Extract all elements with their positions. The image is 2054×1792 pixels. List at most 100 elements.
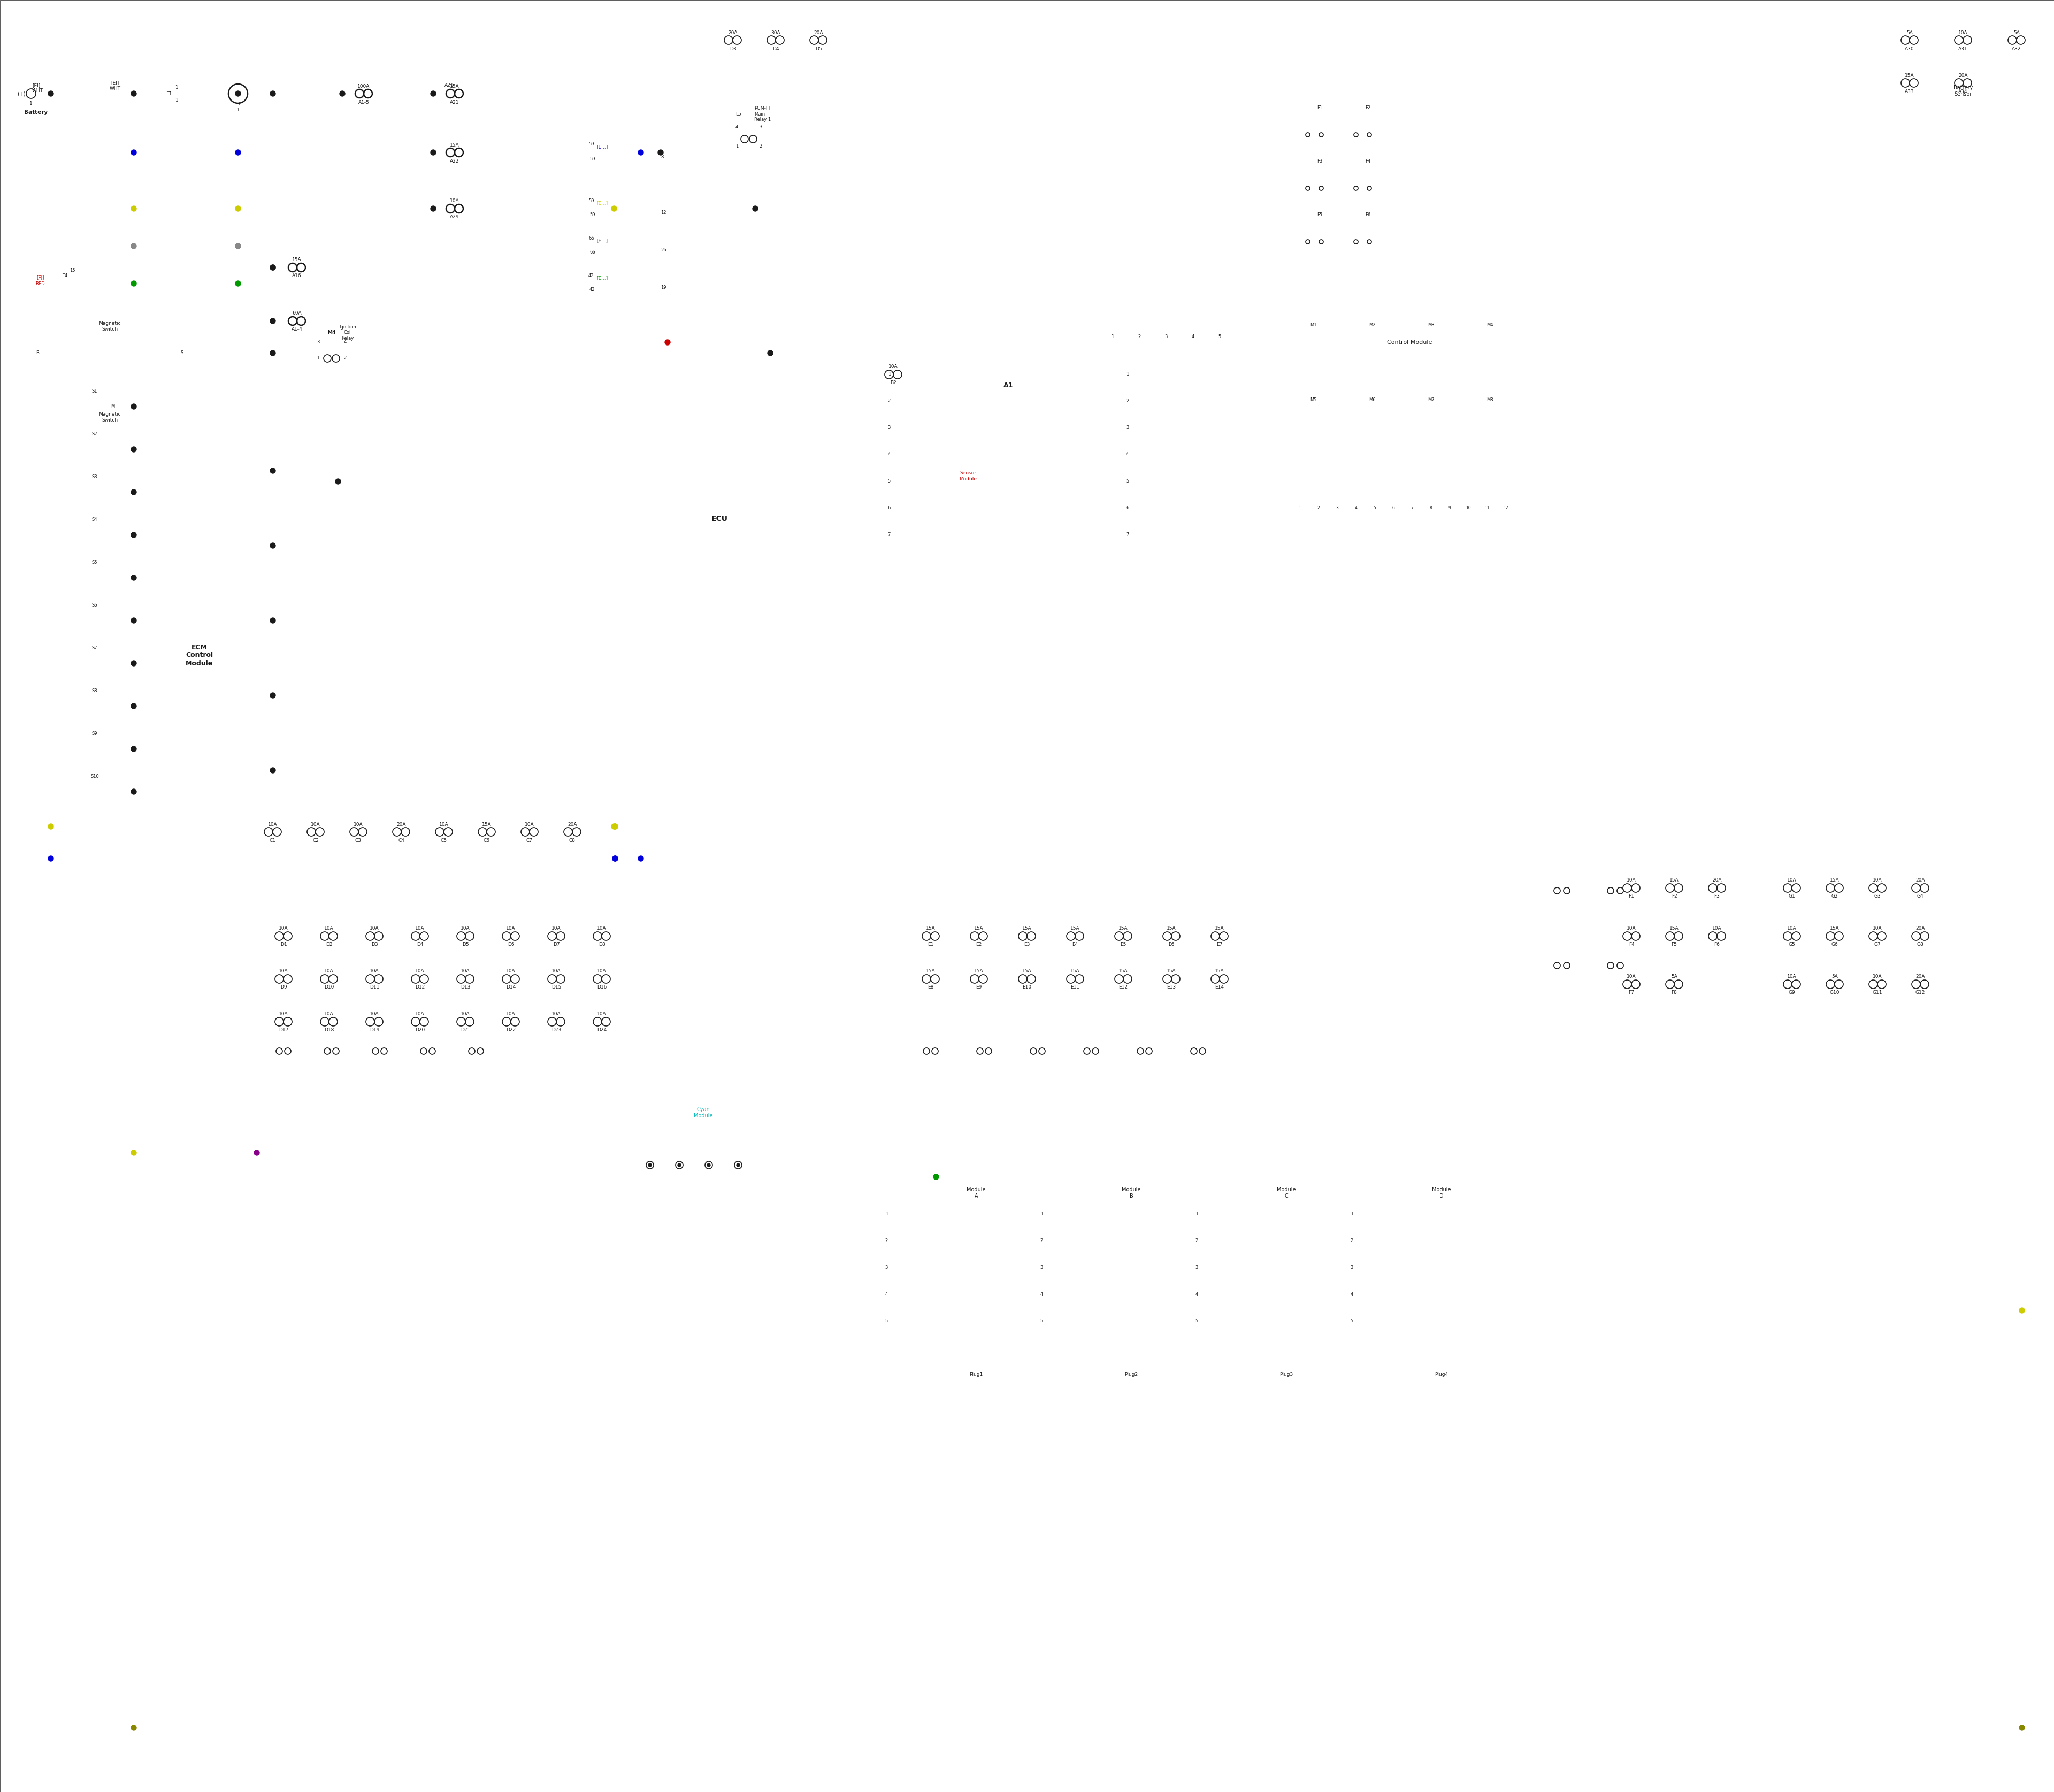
Text: 15A: 15A	[1070, 969, 1080, 973]
Text: WHT: WHT	[33, 88, 43, 93]
Text: F7: F7	[1629, 991, 1635, 995]
Text: 10A: 10A	[460, 1012, 470, 1016]
Bar	[138, 788, 146, 794]
Text: E11: E11	[1070, 986, 1080, 989]
Text: A32: A32	[2011, 47, 2021, 52]
Text: 3: 3	[887, 425, 891, 430]
Text: C8: C8	[569, 839, 575, 842]
Bar	[1446, 496, 1454, 502]
Text: M3: M3	[1428, 323, 1434, 328]
Text: A33: A33	[1904, 90, 1914, 93]
Text: D8: D8	[598, 943, 606, 948]
Text: 1: 1	[316, 357, 320, 360]
Bar	[581, 206, 589, 211]
Bar	[1290, 332, 1530, 482]
Text: 20A: 20A	[396, 823, 407, 826]
Text: 12: 12	[661, 210, 665, 215]
Text: D14: D14	[505, 986, 516, 989]
Text: 10A: 10A	[279, 1012, 288, 1016]
Text: 1: 1	[1111, 335, 1113, 339]
Bar	[74, 654, 115, 674]
Bar	[74, 525, 115, 545]
Text: 10: 10	[1467, 505, 1471, 511]
Text: D19: D19	[370, 1029, 380, 1032]
Circle shape	[612, 824, 618, 830]
Text: 15A: 15A	[974, 969, 984, 973]
Text: 7: 7	[1126, 532, 1130, 538]
Text: 5A: 5A	[1906, 30, 1912, 36]
Circle shape	[612, 824, 618, 830]
Text: 4: 4	[1349, 1292, 1354, 1297]
Text: F3: F3	[1317, 159, 1323, 163]
Circle shape	[678, 1163, 682, 1167]
Text: 15A: 15A	[1119, 926, 1128, 932]
Bar	[1214, 1177, 1358, 1364]
Bar	[1097, 353, 1247, 418]
Bar	[1076, 1034, 1107, 1063]
Text: A29: A29	[450, 215, 460, 220]
Circle shape	[131, 618, 136, 624]
Text: 19: 19	[661, 285, 665, 290]
Text: [EI]: [EI]	[111, 81, 119, 86]
Text: 7: 7	[887, 532, 891, 538]
Text: D5: D5	[462, 943, 468, 948]
Bar	[565, 521, 571, 527]
Bar	[1354, 310, 1391, 340]
Bar	[1315, 496, 1323, 502]
Bar	[1294, 385, 1331, 414]
Bar	[1471, 385, 1508, 414]
Circle shape	[612, 206, 616, 211]
Text: S10: S10	[90, 774, 99, 780]
Text: 15A: 15A	[1670, 878, 1678, 883]
Bar	[74, 439, 115, 459]
Text: D18: D18	[325, 1029, 335, 1032]
Text: 10A: 10A	[370, 969, 380, 973]
Text: F5: F5	[1672, 943, 1678, 948]
Bar	[1547, 873, 1577, 903]
Text: 42: 42	[587, 272, 594, 278]
Text: 1: 1	[1126, 373, 1130, 376]
Circle shape	[335, 478, 341, 484]
Text: 66: 66	[587, 235, 594, 240]
Bar	[735, 120, 764, 154]
Text: F1: F1	[1629, 894, 1635, 900]
Bar	[138, 745, 146, 751]
Bar	[1347, 91, 1389, 125]
Text: D3: D3	[729, 47, 735, 52]
Text: 8: 8	[661, 154, 663, 159]
Text: Magnetic
Switch: Magnetic Switch	[99, 412, 121, 423]
Bar	[565, 550, 571, 556]
Text: 2: 2	[760, 143, 762, 149]
Circle shape	[131, 403, 136, 409]
Text: D4: D4	[772, 47, 778, 52]
Text: 4: 4	[1191, 335, 1193, 339]
Text: 5A: 5A	[2013, 30, 2019, 36]
Text: D17: D17	[279, 1029, 288, 1032]
Circle shape	[657, 151, 663, 156]
Text: D11: D11	[370, 986, 380, 989]
Bar	[581, 244, 589, 249]
Text: 2: 2	[885, 1238, 887, 1244]
Text: 10A: 10A	[889, 364, 898, 369]
Text: D20: D20	[415, 1029, 425, 1032]
Text: 1: 1	[175, 97, 179, 102]
Text: S2: S2	[92, 432, 97, 437]
Circle shape	[768, 351, 772, 357]
Bar	[1347, 145, 1389, 179]
Text: 15A: 15A	[1167, 969, 1177, 973]
Text: 2: 2	[1349, 1238, 1354, 1244]
Circle shape	[131, 91, 136, 97]
Bar	[641, 1075, 764, 1145]
Text: G6: G6	[1832, 943, 1838, 948]
Text: Module
C: Module C	[1278, 1186, 1296, 1199]
Text: 10A: 10A	[1873, 878, 1881, 883]
Text: 2: 2	[1317, 505, 1321, 511]
Text: 15A: 15A	[926, 969, 935, 973]
Text: PGM-FI
Main
Relay 1: PGM-FI Main Relay 1	[754, 106, 770, 122]
Text: 20A: 20A	[1916, 975, 1925, 978]
Text: 59: 59	[587, 142, 594, 147]
Text: 8: 8	[1430, 505, 1432, 511]
Text: 4: 4	[887, 452, 891, 457]
Bar	[1257, 278, 1750, 514]
Text: 4: 4	[343, 340, 347, 344]
